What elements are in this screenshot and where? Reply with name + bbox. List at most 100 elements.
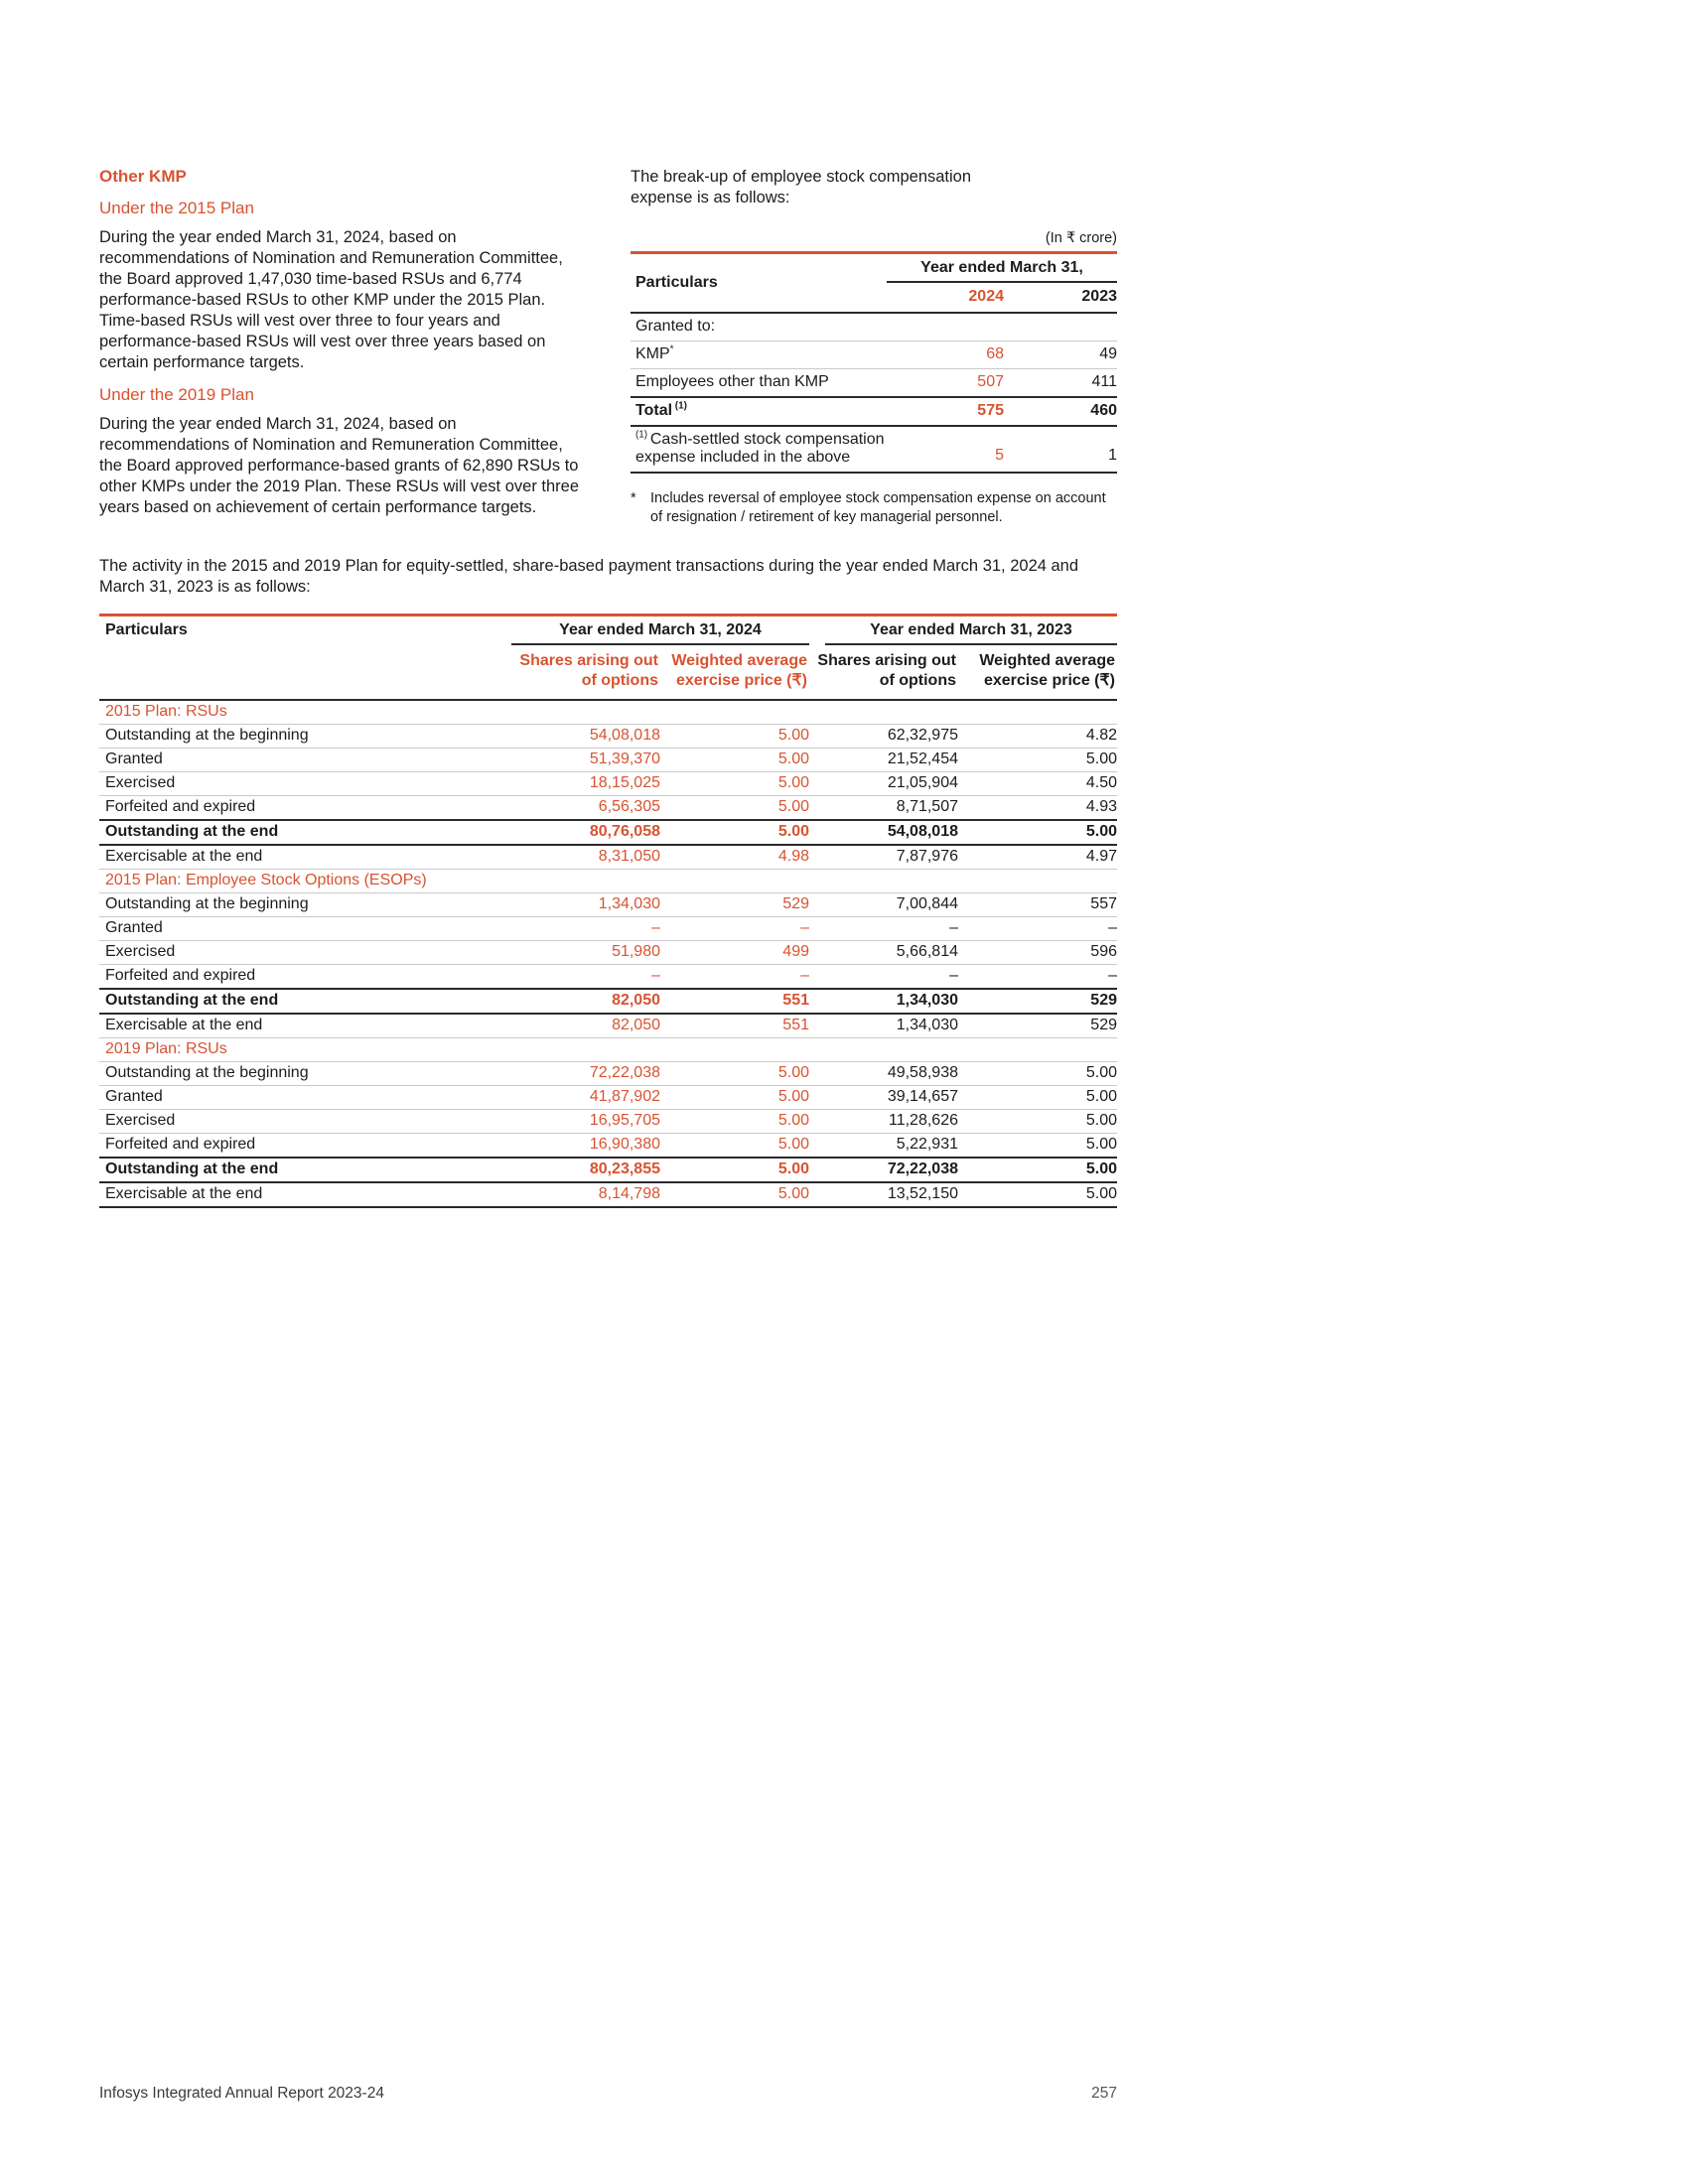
activity-value-2024-shares: 1,34,030 bbox=[511, 892, 660, 917]
expense-breakup-section: The break-up of employee stock compensat… bbox=[631, 167, 1117, 527]
activity-value-2023-price: 5.00 bbox=[958, 1157, 1117, 1183]
activity-group-2024: Year ended March 31, 2024 bbox=[511, 615, 809, 645]
activity-row: Exercisable at the end 8,14,798 5.00 13,52,… bbox=[99, 1182, 1117, 1208]
activity-value-2023-shares: 1,34,030 bbox=[809, 988, 958, 1015]
activity-value-2023-shares: 11,28,626 bbox=[809, 1109, 958, 1134]
activity-group-2023-label: Year ended March 31, 2023 bbox=[825, 616, 1117, 645]
activity-row: Outstanding at the end 82,050 551 1,34,030 5… bbox=[99, 988, 1117, 1015]
activity-value-2023-shares: 1,34,030 bbox=[809, 1014, 958, 1038]
activity-row-label: Outstanding at the beginning bbox=[99, 892, 511, 917]
activity-value-2023-price: 5.00 bbox=[958, 1133, 1117, 1159]
activity-row-label: Outstanding at the end bbox=[99, 988, 511, 1015]
plan-section-title: 2015 Plan: Employee Stock Options (ESOPs… bbox=[99, 869, 1117, 893]
activity-value-2023-shares: 21,05,904 bbox=[809, 771, 958, 796]
activity-value-2024-shares: 82,050 bbox=[511, 988, 660, 1015]
activity-value-2024-price: 5.00 bbox=[660, 748, 809, 772]
page-footer: Infosys Integrated Annual Report 2023-24… bbox=[99, 2085, 1117, 2103]
activity-row: Exercised 18,15,025 5.00 21,05,904 4.50 bbox=[99, 771, 1117, 796]
activity-intro-text: The activity in the 2015 and 2019 Plan f… bbox=[99, 557, 1079, 596]
expense-row: Total (1) 575 460 bbox=[631, 396, 1117, 427]
activity-value-2023-shares: 62,32,975 bbox=[809, 724, 958, 749]
activity-value-2023-shares: 5,22,931 bbox=[809, 1133, 958, 1159]
activity-value-2024-price: – bbox=[660, 916, 809, 941]
activity-value-2023-price: 529 bbox=[958, 988, 1117, 1015]
activity-row-label: Outstanding at the beginning bbox=[99, 1061, 511, 1086]
expense-table-head: Particulars Year ended March 31, 2024 20… bbox=[631, 252, 1117, 314]
asterisk-footnote: * Includes reversal of employee stock co… bbox=[631, 489, 1117, 527]
activity-value-2023-shares: 21,52,454 bbox=[809, 748, 958, 772]
activity-sub-price-2024: Weighted average exercise price (₹) bbox=[660, 645, 809, 701]
paragraph-2019-plan: During the year ended March 31, 2024, ba… bbox=[99, 415, 580, 516]
activity-value-2024-price: – bbox=[660, 964, 809, 990]
footer-report-title: Infosys Integrated Annual Report 2023-24 bbox=[99, 2085, 384, 2102]
expense-years-row: 2024 2023 bbox=[631, 283, 1117, 314]
activity-value-2024-shares: 51,980 bbox=[511, 940, 660, 965]
activity-row-label: Forfeited and expired bbox=[99, 964, 511, 990]
expense-intro-text: The break-up of employee stock compensat… bbox=[631, 168, 972, 206]
activity-row-label: Forfeited and expired bbox=[99, 795, 511, 821]
activity-row-label: Granted bbox=[99, 916, 511, 941]
activity-row-label: Outstanding at the end bbox=[99, 1157, 511, 1183]
activity-value-2024-price: 5.00 bbox=[660, 1061, 809, 1086]
activity-value-2024-shares: – bbox=[511, 964, 660, 990]
activity-value-2024-price: 5.00 bbox=[660, 1109, 809, 1134]
activity-value-2024-price: 499 bbox=[660, 940, 809, 965]
activity-value-2023-shares: 72,22,038 bbox=[809, 1157, 958, 1183]
activity-value-2023-price: 4.82 bbox=[958, 724, 1117, 749]
expense-row-label: Granted to: bbox=[631, 313, 887, 341]
paragraph-2015-plan: During the year ended March 31, 2024, ba… bbox=[99, 228, 563, 371]
activity-row: Outstanding at the end 80,23,855 5.00 72,22… bbox=[99, 1157, 1117, 1183]
activity-value-2024-shares: 6,56,305 bbox=[511, 795, 660, 821]
activity-value-2024-price: 5.00 bbox=[660, 1085, 809, 1110]
activity-table: Particulars Year ended March 31, 2024 Ye… bbox=[99, 614, 1117, 1208]
activity-value-2023-shares: 7,87,976 bbox=[809, 845, 958, 870]
plan-section-title: 2019 Plan: RSUs bbox=[99, 1037, 1117, 1062]
activity-value-2024-shares: 54,08,018 bbox=[511, 724, 660, 749]
activity-row: Granted – – – – bbox=[99, 916, 1117, 941]
activity-value-2023-price: 5.00 bbox=[958, 1109, 1117, 1134]
activity-value-2023-shares: 5,66,814 bbox=[809, 940, 958, 965]
activity-value-2023-price: 529 bbox=[958, 1014, 1117, 1038]
activity-table-body: 2015 Plan: RSUs Outstanding at the beginn… bbox=[99, 700, 1117, 1208]
section-heading-other-kmp: Other KMP bbox=[99, 167, 187, 186]
activity-value-2023-price: 4.93 bbox=[958, 795, 1117, 821]
activity-value-2024-price: 5.00 bbox=[660, 819, 809, 846]
activity-row-label: Exercisable at the end bbox=[99, 1014, 511, 1038]
activity-value-2024-shares: 80,76,058 bbox=[511, 819, 660, 846]
expense-value-2024: 5 bbox=[887, 426, 1004, 474]
activity-row: Outstanding at the beginning 1,34,030 529 7… bbox=[99, 892, 1117, 917]
page-number: 257 bbox=[1091, 2085, 1117, 2102]
activity-value-2024-price: 4.98 bbox=[660, 845, 809, 870]
activity-group-2023: Year ended March 31, 2023 bbox=[809, 615, 1117, 645]
activity-value-2024-shares: – bbox=[511, 916, 660, 941]
activity-row-label: Outstanding at the end bbox=[99, 819, 511, 846]
activity-row: Granted 51,39,370 5.00 21,52,454 5.00 bbox=[99, 748, 1117, 772]
activity-value-2023-price: 5.00 bbox=[958, 1182, 1117, 1208]
expense-value-2024 bbox=[887, 313, 1004, 341]
activity-value-2023-price: – bbox=[958, 916, 1117, 941]
activity-row: Exercisable at the end 8,31,050 4.98 7,87,9… bbox=[99, 845, 1117, 870]
activity-row: Granted 41,87,902 5.00 39,14,657 5.00 bbox=[99, 1085, 1117, 1110]
activity-table-head: Particulars Year ended March 31, 2024 Ye… bbox=[99, 614, 1117, 701]
activity-value-2023-shares: 49,58,938 bbox=[809, 1061, 958, 1086]
activity-value-2023-shares: – bbox=[809, 916, 958, 941]
expense-year-group-label: Year ended March 31, bbox=[887, 254, 1117, 283]
activity-row: Exercised 51,980 499 5,66,814 596 bbox=[99, 940, 1117, 965]
activity-value-2024-price: 5.00 bbox=[660, 795, 809, 821]
expense-col-2023: 2023 bbox=[1004, 283, 1117, 314]
activity-value-2024-price: 551 bbox=[660, 1014, 809, 1038]
activity-value-2024-price: 5.00 bbox=[660, 1182, 809, 1208]
expense-row: KMP* 68 49 bbox=[631, 341, 1117, 369]
activity-value-2023-price: 4.97 bbox=[958, 845, 1117, 870]
activity-value-2023-shares: 13,52,150 bbox=[809, 1182, 958, 1208]
activity-value-2024-price: 551 bbox=[660, 988, 809, 1015]
plan-section-title: 2015 Plan: RSUs bbox=[99, 700, 1117, 725]
subheading-2015-plan: Under the 2015 Plan bbox=[99, 199, 254, 217]
activity-value-2023-shares: 39,14,657 bbox=[809, 1085, 958, 1110]
subheading-2019-plan: Under the 2019 Plan bbox=[99, 385, 254, 404]
plan-section-row: 2015 Plan: RSUs bbox=[99, 700, 1117, 725]
activity-value-2024-shares: 51,39,370 bbox=[511, 748, 660, 772]
expense-header-row: Particulars Year ended March 31, bbox=[631, 252, 1117, 314]
expense-row: Granted to: bbox=[631, 313, 1117, 341]
expense-row: (1) Cash-settled stock compensation expe… bbox=[631, 426, 1117, 474]
